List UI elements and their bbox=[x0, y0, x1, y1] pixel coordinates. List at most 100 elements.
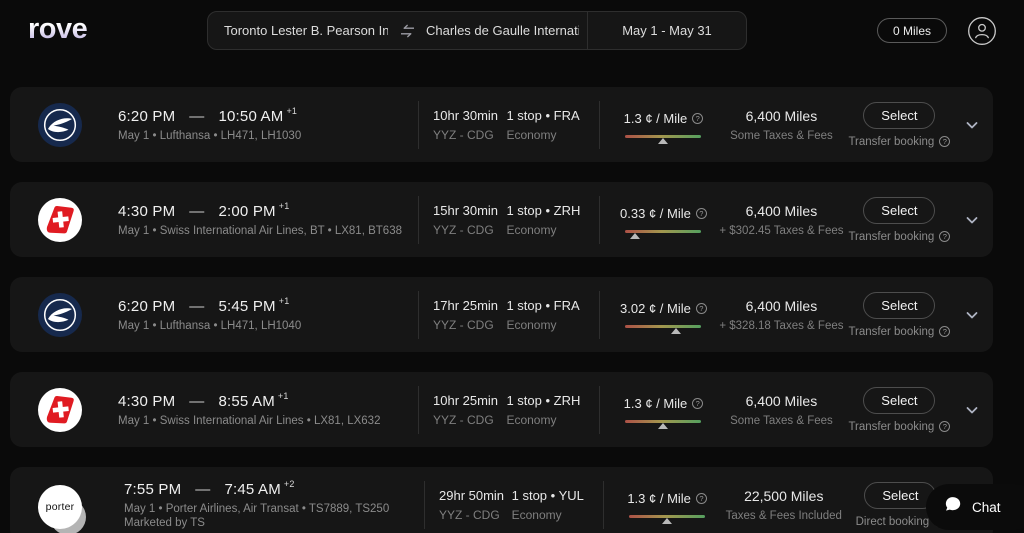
help-icon[interactable]: ? bbox=[939, 136, 951, 147]
flight-info: 4:30 PM — 8:55 AM +1 May 1 • Swiss Internat… bbox=[118, 391, 418, 427]
marketed-by-note: Marketed by TS bbox=[124, 517, 205, 529]
select-button[interactable]: Select bbox=[863, 291, 936, 319]
flight-details: May 1 • Lufthansa • LH471, LH1040 bbox=[118, 320, 302, 332]
booking-type: Transfer booking bbox=[848, 230, 935, 243]
cents-per-mile: 3.02 ¢ / Mile bbox=[620, 301, 691, 316]
route: YYZ - CDG bbox=[433, 412, 494, 427]
dates-field[interactable]: May 1 - May 31 bbox=[622, 23, 712, 38]
booking-type: Transfer booking bbox=[848, 420, 935, 433]
porter-logo-text: porter bbox=[45, 500, 75, 513]
select-button[interactable]: Select bbox=[863, 196, 936, 224]
fees-note: Some Taxes & Fees bbox=[730, 129, 833, 142]
times-separator: — bbox=[189, 393, 205, 410]
help-icon[interactable]: ? bbox=[695, 303, 707, 314]
miles-amount: 6,400 Miles bbox=[745, 202, 818, 219]
departure-time: 4:30 PM bbox=[118, 393, 176, 410]
cents-per-mile: 0.33 ¢ / Mile bbox=[620, 206, 691, 221]
cabin-class: Economy bbox=[506, 317, 557, 332]
rove-logo[interactable]: rove bbox=[28, 13, 88, 45]
times-separator: — bbox=[195, 481, 211, 498]
fees-note: + $328.18 Taxes & Fees bbox=[719, 319, 844, 332]
flight-times: 6:20 PM — 5:45 PM +1 bbox=[118, 296, 418, 315]
help-icon[interactable]: ? bbox=[692, 113, 704, 124]
departure-time: 6:20 PM bbox=[118, 108, 176, 125]
departure-time: 4:30 PM bbox=[118, 203, 176, 220]
day-offset: +1 bbox=[286, 106, 298, 116]
chevron-down-icon[interactable] bbox=[951, 307, 993, 323]
stops: 1 stop • ZRH bbox=[506, 392, 581, 408]
help-icon[interactable]: ? bbox=[692, 398, 704, 409]
divider bbox=[418, 290, 419, 339]
value-marker-icon bbox=[629, 233, 640, 239]
value-meter bbox=[625, 420, 702, 429]
value-meter bbox=[625, 325, 702, 334]
duration: 10hr 30min bbox=[433, 107, 499, 123]
flight-row[interactable]: porter 7:55 PM — 7:45 AM +2 May 1 • Porter … bbox=[10, 467, 993, 533]
search-bar[interactable]: Toronto Lester B. Pearson Interr Charles… bbox=[207, 11, 747, 50]
day-offset: +1 bbox=[278, 201, 290, 211]
help-icon[interactable]: ? bbox=[939, 231, 951, 242]
divider bbox=[599, 100, 601, 149]
stops: 1 stop • FRA bbox=[506, 107, 580, 123]
stops: 1 stop • YUL bbox=[511, 487, 584, 503]
search-divider bbox=[587, 11, 588, 50]
route: YYZ - CDG bbox=[439, 507, 500, 522]
help-icon[interactable]: ? bbox=[695, 208, 707, 219]
flight-row[interactable]: 4:30 PM — 8:55 AM +1 May 1 • Swiss Internat… bbox=[10, 372, 993, 447]
cabin-class: Economy bbox=[506, 412, 557, 427]
flight-results-list: 6:20 PM —10:50 AM +1 May 1 • Lufthansa • L… bbox=[10, 87, 993, 533]
swiss-logo-icon bbox=[38, 197, 82, 242]
select-button[interactable]: Select bbox=[863, 101, 936, 129]
arrival-time: 7:45 AM bbox=[224, 481, 281, 498]
chevron-down-icon[interactable] bbox=[951, 117, 993, 133]
cabin-class: Economy bbox=[506, 222, 557, 237]
booking-type: Transfer booking bbox=[848, 135, 935, 148]
booking-type: Direct booking bbox=[855, 515, 930, 528]
flight-info: 4:30 PM — 2:00 PM +1 May 1 • Swiss Internat… bbox=[118, 201, 418, 237]
origin-field[interactable]: Toronto Lester B. Pearson Interr bbox=[224, 23, 388, 38]
swiss-logo-icon bbox=[38, 387, 82, 432]
stops: 1 stop • ZRH bbox=[506, 202, 581, 218]
help-icon[interactable]: ? bbox=[939, 326, 951, 337]
arrival-time: 2:00 PM bbox=[218, 203, 276, 220]
duration: 17hr 25min bbox=[433, 297, 499, 313]
help-icon[interactable]: ? bbox=[939, 421, 951, 432]
destination-field[interactable]: Charles de Gaulle International A bbox=[426, 23, 579, 38]
day-offset: +2 bbox=[283, 479, 295, 489]
cabin-class: Economy bbox=[511, 507, 562, 522]
flight-details: May 1 • Swiss International Air Lines, B… bbox=[118, 225, 402, 237]
route: YYZ - CDG bbox=[433, 127, 494, 142]
route: YYZ - CDG bbox=[433, 222, 494, 237]
swap-icon[interactable] bbox=[388, 24, 426, 38]
flight-row[interactable]: 6:20 PM — 5:45 PM +1 May 1 • Lufthansa • LH… bbox=[10, 277, 993, 352]
flight-info: 6:20 PM — 5:45 PM +1 May 1 • Lufthansa • LH… bbox=[118, 296, 418, 332]
profile-icon[interactable] bbox=[967, 16, 997, 46]
day-offset: +1 bbox=[277, 391, 289, 401]
flight-times: 4:30 PM — 8:55 AM +1 bbox=[118, 391, 418, 410]
flight-row[interactable]: 4:30 PM — 2:00 PM +1 May 1 • Swiss Internat… bbox=[10, 182, 993, 257]
chevron-down-icon[interactable] bbox=[951, 212, 993, 228]
divider bbox=[418, 195, 419, 244]
flight-details: May 1 • Lufthansa • LH471, LH1030 bbox=[118, 130, 302, 142]
duration: 10hr 25min bbox=[433, 392, 499, 408]
value-meter bbox=[625, 135, 702, 144]
help-icon[interactable]: ? bbox=[695, 493, 707, 504]
stops: 1 stop • FRA bbox=[506, 297, 580, 313]
miles-balance-button[interactable]: 0 Miles bbox=[876, 18, 947, 43]
flight-row[interactable]: 6:20 PM — 10:50 AM +1 May 1 • Lufthansa • L… bbox=[10, 87, 993, 162]
times-separator: — bbox=[189, 203, 205, 220]
departure-time: 7:55 PM bbox=[124, 481, 182, 498]
chat-button[interactable]: Chat bbox=[926, 484, 1024, 530]
value-meter bbox=[629, 515, 706, 524]
times-separator: — bbox=[189, 298, 205, 315]
day-offset: +1 bbox=[278, 296, 290, 306]
select-button[interactable]: Select bbox=[863, 386, 936, 414]
fees-note: Some Taxes & Fees bbox=[730, 414, 833, 427]
cabin-class: Economy bbox=[506, 127, 557, 142]
divider bbox=[599, 195, 601, 244]
arrival-time: 8:55 AM bbox=[218, 393, 275, 410]
flight-info: 7:55 PM — 7:45 AM +2 May 1 • Porter Airline… bbox=[124, 479, 424, 529]
chevron-down-icon[interactable] bbox=[951, 402, 993, 418]
top-header: rove Toronto Lester B. Pearson Interr Ch… bbox=[0, 0, 1024, 70]
lufthansa-logo-icon bbox=[38, 292, 82, 337]
